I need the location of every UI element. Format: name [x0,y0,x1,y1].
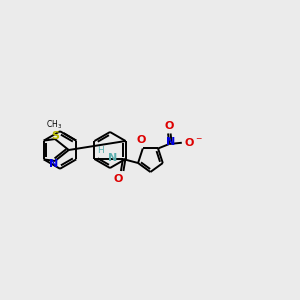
Text: O: O [164,121,173,131]
Text: H: H [98,146,104,155]
Text: CH$_3$: CH$_3$ [46,119,62,131]
Text: S: S [51,131,59,141]
Text: N: N [166,137,175,147]
Text: O: O [136,135,146,145]
Text: O$^-$: O$^-$ [184,136,203,148]
Text: N: N [108,153,117,163]
Text: O: O [113,174,123,184]
Text: N: N [49,159,58,169]
